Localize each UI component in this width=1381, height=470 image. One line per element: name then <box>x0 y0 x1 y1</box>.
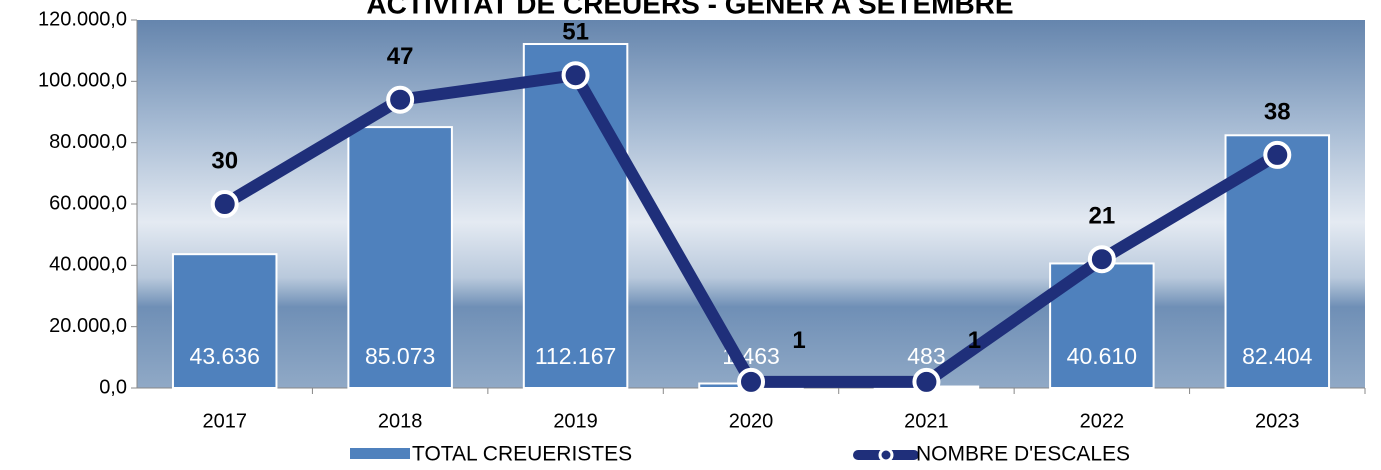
line-value-label: 1 <box>792 327 805 354</box>
line-value-label: 51 <box>562 19 589 46</box>
y-tick-label: 100.000,0 <box>38 70 127 92</box>
y-tick-label: 80.000,0 <box>49 131 127 153</box>
x-tick-label: 2018 <box>378 410 423 432</box>
legend-swatch <box>878 447 894 463</box>
plot-background <box>137 20 1365 388</box>
bar <box>347 126 453 389</box>
bar-value-label: 43.636 <box>190 343 260 369</box>
y-tick-label: 120.000,0 <box>38 8 127 30</box>
line-point <box>386 85 415 114</box>
bar-value-label: 82.404 <box>1242 343 1313 369</box>
line-value-label: 30 <box>211 147 238 174</box>
bar-value-label: 40.610 <box>1067 343 1137 369</box>
bar-value-label: 483 <box>907 343 945 369</box>
line-point <box>1087 245 1116 274</box>
y-tick-label: 40.000,0 <box>49 254 127 276</box>
x-tick-label: 2023 <box>1255 410 1300 432</box>
line-point <box>561 61 590 90</box>
x-tick-label: 2021 <box>904 410 949 432</box>
x-tick-label: 2019 <box>553 410 598 432</box>
line-point <box>1263 140 1292 169</box>
x-tick-label: 2022 <box>1080 410 1125 432</box>
line-value-label: 1 <box>968 327 981 354</box>
line-point <box>737 367 765 396</box>
bar <box>171 253 278 389</box>
bar-value-label: 112.167 <box>535 343 616 369</box>
line-value-label: 21 <box>1089 203 1116 230</box>
legend-swatch <box>350 448 410 459</box>
bar <box>522 43 629 389</box>
line-value-label: 38 <box>1264 98 1291 125</box>
legend-label: TOTAL CREUERISTES <box>412 443 632 466</box>
line-value-label: 47 <box>387 43 414 70</box>
bar-value-label: 85.073 <box>365 343 435 369</box>
y-tick-label: 60.000,0 <box>49 192 127 214</box>
chart-title: ACTIVITAT DE CREUERS - GENER A SETEMBRE <box>366 0 1013 19</box>
legend-label: NOMBRE D'ESCALES <box>916 443 1130 466</box>
line-point <box>912 367 941 396</box>
x-tick-label: 2017 <box>202 410 247 432</box>
line-point <box>210 190 239 218</box>
x-tick-label: 2020 <box>729 410 774 432</box>
y-tick-label: 0,0 <box>99 376 127 398</box>
y-tick-label: 20.000,0 <box>49 315 127 337</box>
